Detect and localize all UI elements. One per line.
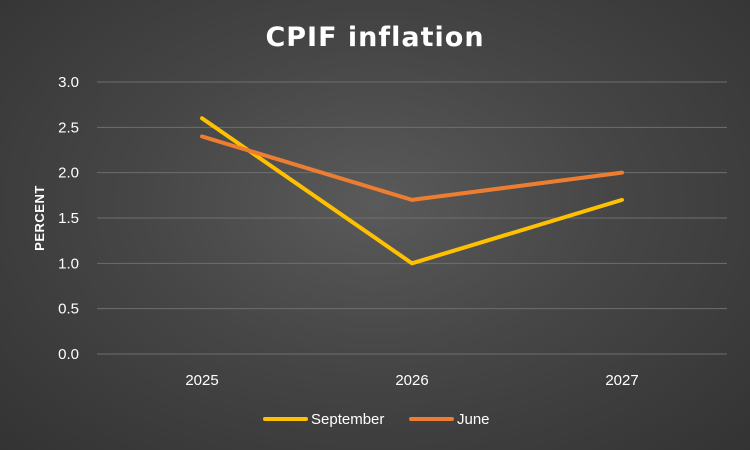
y-tick-label: 3.0	[58, 74, 79, 91]
x-tick-label: 2026	[395, 372, 428, 389]
series-line-september	[200, 116, 624, 266]
legend: September June	[263, 411, 490, 428]
y-tick-labels: 0.0 0.5 1.0 1.5 2.0 2.5 3.0	[58, 74, 79, 363]
series-line-june	[200, 134, 624, 202]
y-tick-label: 2.0	[58, 165, 79, 182]
y-tick-label: 1.5	[58, 210, 79, 227]
legend-label-june: June	[457, 411, 490, 428]
series-lines	[200, 116, 624, 266]
y-tick-label: 2.5	[58, 119, 79, 136]
legend-label-september: September	[311, 411, 384, 428]
y-tick-label: 1.0	[58, 255, 79, 272]
x-tick-label: 2027	[605, 372, 638, 389]
y-tick-label: 0.5	[58, 301, 79, 318]
x-tick-labels: 2025 2026 2027	[185, 372, 638, 389]
y-tick-label: 0.0	[58, 346, 79, 363]
chart-title: CPIF inflation	[265, 22, 484, 53]
grid-lines	[97, 81, 727, 355]
x-tick-label: 2025	[185, 372, 218, 389]
y-axis-label: PERCENT	[32, 185, 47, 251]
